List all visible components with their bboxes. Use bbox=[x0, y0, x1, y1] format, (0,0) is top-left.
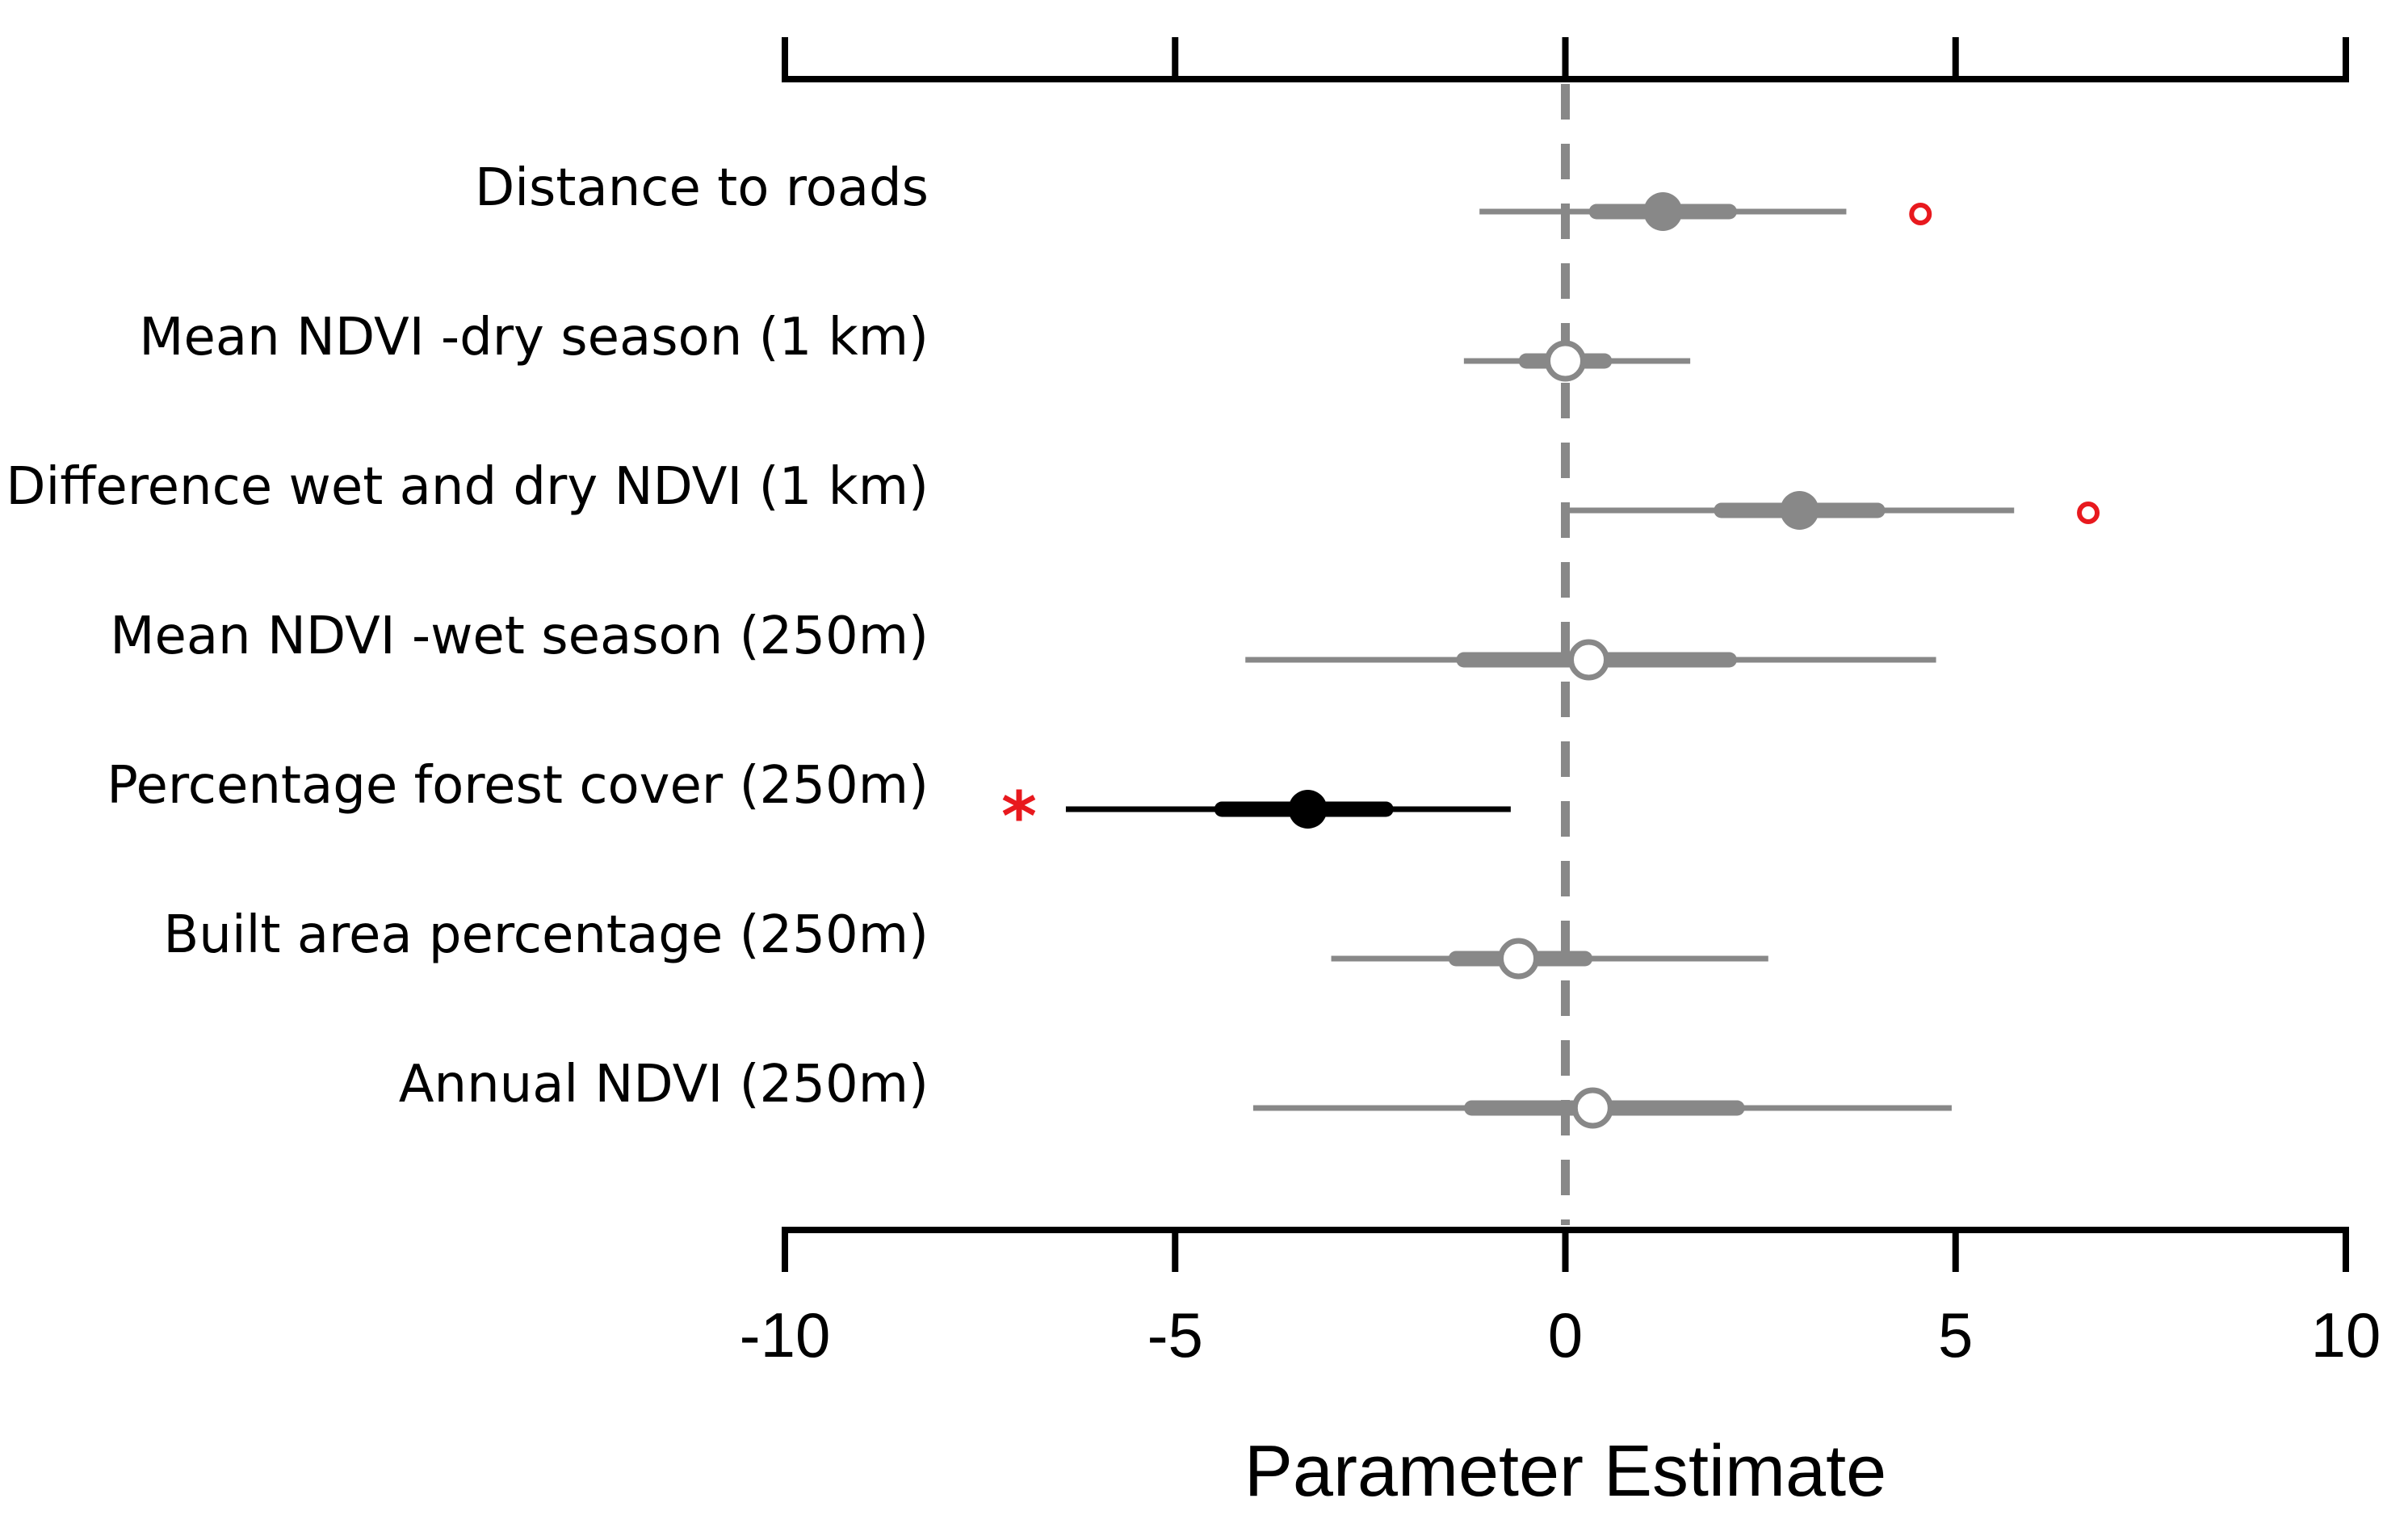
point-estimate-open bbox=[1545, 340, 1586, 382]
x-tick-label: -5 bbox=[1147, 1299, 1203, 1370]
estimate-row: Built area percentage (250m) bbox=[163, 905, 1768, 980]
row-label: Difference wet and dry NDVI (1 km) bbox=[6, 457, 929, 517]
estimate-row: Difference wet and dry NDVI (1 km) bbox=[6, 457, 2100, 530]
point-estimate-filled bbox=[1643, 192, 1683, 231]
x-tick-label: -10 bbox=[740, 1299, 831, 1370]
top-axis bbox=[782, 37, 2349, 82]
flag-circle-marker bbox=[1909, 203, 1932, 225]
point-estimate-open bbox=[1498, 938, 1540, 980]
point-estimate-open bbox=[1571, 1087, 1613, 1129]
significance-asterisk: * bbox=[1001, 777, 1037, 856]
row-label: Mean NDVI -dry season (1 km) bbox=[139, 308, 929, 367]
point-estimate-filled bbox=[1780, 491, 1819, 530]
row-label: Annual NDVI (250m) bbox=[399, 1055, 929, 1114]
x-tick-label: 10 bbox=[2311, 1299, 2381, 1370]
row-label: Percentage forest cover (250m) bbox=[107, 756, 929, 816]
estimate-row: Annual NDVI (250m) bbox=[399, 1055, 1952, 1129]
x-tick-label: 0 bbox=[1548, 1299, 1583, 1370]
bottom-axis: -10 -5 0 5 10 bbox=[740, 1227, 2381, 1370]
flag-circle-marker bbox=[2077, 502, 2100, 524]
estimate-rows: Distance to roads Mean NDVI -dry season (… bbox=[6, 158, 2100, 1129]
point-estimate-open bbox=[1567, 639, 1609, 681]
x-tick-label: 5 bbox=[1938, 1299, 1973, 1370]
estimate-row: Distance to roads bbox=[475, 158, 1932, 231]
estimate-row: Mean NDVI -wet season (250m) bbox=[110, 607, 1936, 681]
row-label: Built area percentage (250m) bbox=[163, 905, 929, 965]
x-axis-title: Parameter Estimate bbox=[1244, 1431, 1886, 1512]
row-label: Distance to roads bbox=[475, 158, 929, 218]
point-estimate-filled bbox=[1288, 790, 1328, 829]
estimate-row: Percentage forest cover (250m) * bbox=[107, 756, 1511, 856]
row-label: Mean NDVI -wet season (250m) bbox=[110, 607, 929, 666]
estimate-row: Mean NDVI -dry season (1 km) bbox=[139, 308, 1691, 382]
